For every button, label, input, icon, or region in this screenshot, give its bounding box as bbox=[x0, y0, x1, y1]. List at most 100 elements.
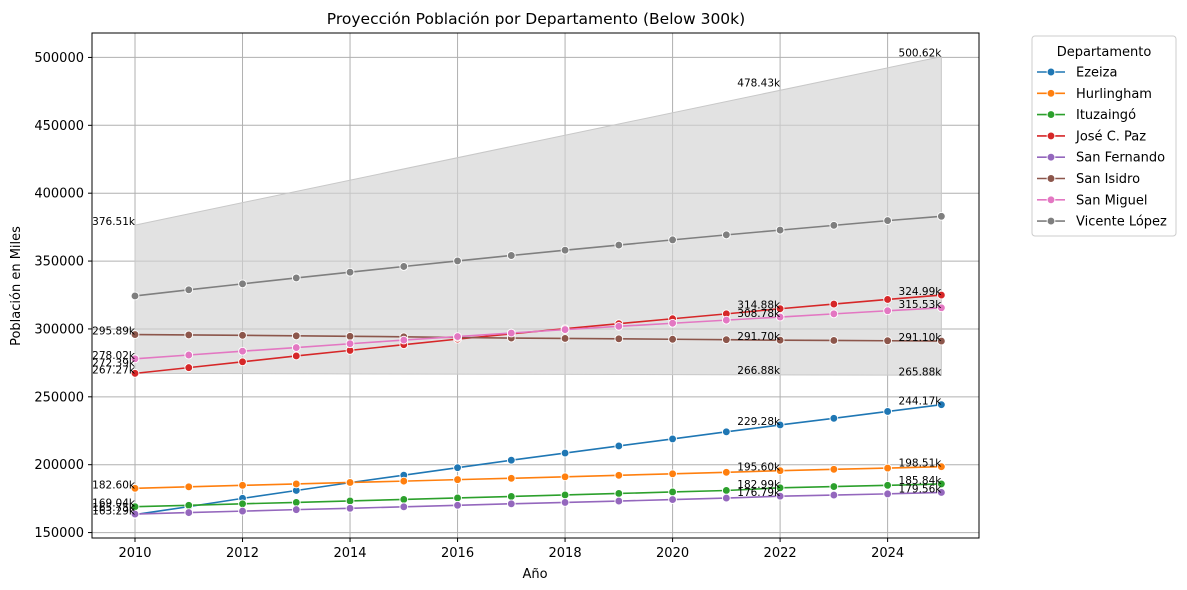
y-tick-label: 450000 bbox=[34, 119, 84, 134]
data-point bbox=[506, 499, 516, 509]
x-tick-label: 2016 bbox=[441, 546, 474, 561]
data-label: 295.89k bbox=[92, 326, 136, 338]
data-label: 195.60k bbox=[737, 462, 781, 474]
data-point bbox=[721, 335, 731, 345]
data-label: 376.51k bbox=[92, 216, 136, 228]
legend-label: San Isidro bbox=[1076, 172, 1140, 187]
data-label: 198.51k bbox=[899, 458, 943, 470]
data-point bbox=[775, 312, 785, 322]
y-axis-ticks: 150000 200000 250000 300000 350000 400000 4500… bbox=[34, 51, 92, 541]
x-tick-label: 2024 bbox=[871, 546, 904, 561]
legend-label: San Miguel bbox=[1076, 193, 1148, 208]
legend-label: José C. Paz bbox=[1075, 129, 1146, 144]
data-label: 185.84k bbox=[899, 475, 943, 487]
data-label: 176.79k bbox=[737, 487, 781, 499]
data-point bbox=[668, 434, 677, 444]
series-line bbox=[134, 491, 942, 515]
data-point bbox=[775, 335, 785, 345]
data-point bbox=[829, 490, 839, 500]
data-point bbox=[238, 499, 247, 509]
data-point bbox=[399, 262, 409, 271]
data-point bbox=[453, 463, 462, 473]
y-tick-label: 400000 bbox=[34, 187, 84, 202]
data-point bbox=[883, 336, 892, 346]
data-label: 265.88k bbox=[899, 366, 943, 378]
legend-box bbox=[1031, 35, 1177, 237]
data-point bbox=[937, 400, 946, 410]
data-label: 182.99k bbox=[737, 479, 781, 491]
data-point bbox=[453, 500, 462, 510]
legend: Departamento Ezeiza Hurlingham Ituzaingó Jo… bbox=[1031, 35, 1177, 237]
data-point bbox=[399, 476, 409, 486]
data-point bbox=[721, 315, 731, 325]
data-point bbox=[238, 279, 247, 289]
data-point bbox=[506, 455, 516, 465]
data-label: 165.75k bbox=[92, 502, 136, 514]
data-point bbox=[937, 336, 946, 346]
data-point bbox=[238, 346, 247, 356]
data-point bbox=[614, 334, 624, 344]
legend-swatch-marker bbox=[1046, 195, 1056, 205]
data-point bbox=[775, 225, 785, 235]
legend-label: Ituzaingó bbox=[1076, 108, 1136, 123]
data-point bbox=[937, 479, 946, 489]
data-point bbox=[291, 498, 301, 507]
data-point bbox=[937, 488, 946, 497]
data-label: 478.43k bbox=[737, 78, 781, 90]
data-point bbox=[883, 407, 892, 416]
legend-title: Departamento bbox=[1057, 45, 1152, 60]
series-line bbox=[134, 483, 942, 508]
data-label: 308.78k bbox=[737, 308, 781, 320]
data-point bbox=[668, 487, 677, 497]
data-point bbox=[883, 463, 892, 473]
legend-swatch-marker bbox=[1046, 67, 1056, 77]
data-point bbox=[668, 495, 677, 504]
uncertainty-band-layer bbox=[134, 55, 942, 376]
y-tick-label: 300000 bbox=[34, 322, 84, 337]
data-point bbox=[614, 496, 624, 506]
data-point bbox=[238, 357, 247, 367]
data-point bbox=[829, 464, 839, 474]
data-point bbox=[453, 493, 462, 503]
legend-label: Ezeiza bbox=[1076, 66, 1117, 81]
data-label: 278.02k bbox=[92, 350, 136, 362]
legend-swatch-marker bbox=[1046, 152, 1056, 162]
data-point bbox=[238, 480, 247, 490]
data-point bbox=[291, 343, 301, 352]
data-label: 163.29k bbox=[92, 506, 136, 518]
plot-frame bbox=[91, 32, 980, 539]
data-point bbox=[560, 472, 570, 482]
data-point bbox=[291, 505, 301, 514]
data-label: 272.39k bbox=[92, 357, 136, 369]
data-point bbox=[291, 351, 301, 361]
data-point bbox=[291, 479, 301, 489]
data-point bbox=[937, 290, 946, 300]
series-lines bbox=[134, 215, 942, 516]
legend-swatch-marker bbox=[1046, 216, 1056, 226]
data-point bbox=[345, 503, 355, 513]
data-point bbox=[345, 331, 355, 341]
data-point bbox=[130, 330, 140, 339]
data-point bbox=[721, 486, 731, 495]
data-point bbox=[184, 508, 194, 517]
data-point bbox=[506, 473, 516, 483]
data-point bbox=[238, 330, 247, 340]
data-point bbox=[345, 478, 355, 487]
data-point bbox=[883, 295, 892, 304]
legend-label: Vicente López bbox=[1076, 215, 1167, 230]
data-label: 244.17k bbox=[899, 396, 943, 408]
data-label: 315.53k bbox=[899, 299, 943, 311]
legend-swatch-marker bbox=[1046, 131, 1056, 141]
data-point bbox=[560, 334, 570, 343]
data-point bbox=[614, 489, 624, 498]
data-point bbox=[829, 221, 839, 230]
x-tick-label: 2022 bbox=[764, 546, 797, 561]
legend-label: San Fernando bbox=[1076, 151, 1165, 166]
data-label: 179.56k bbox=[899, 483, 943, 495]
x-tick-label: 2020 bbox=[656, 546, 689, 561]
data-label: 267.27k bbox=[92, 364, 136, 376]
data-point bbox=[184, 363, 194, 372]
data-point bbox=[721, 230, 731, 240]
data-point bbox=[775, 466, 785, 476]
